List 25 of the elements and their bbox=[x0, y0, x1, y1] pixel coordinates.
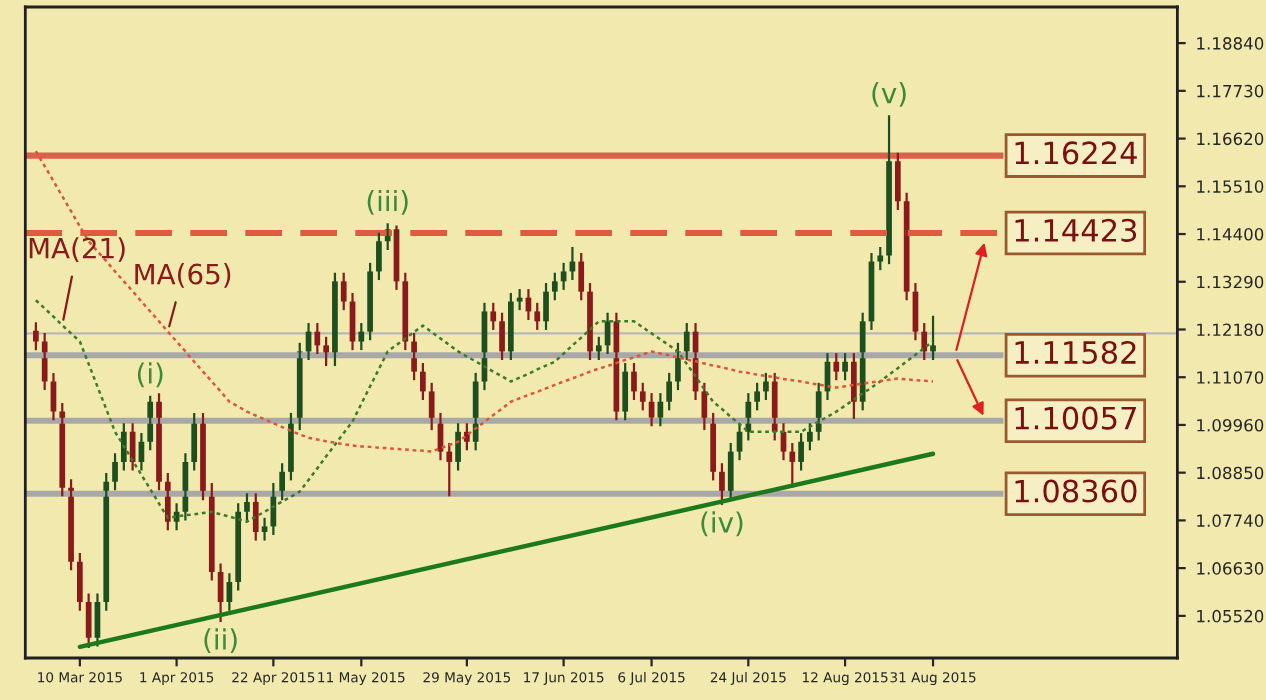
y-tick-label: 1.07740 bbox=[1197, 514, 1264, 527]
y-tick-label: 1.14400 bbox=[1197, 228, 1264, 241]
annotation: (v) bbox=[872, 82, 906, 107]
y-tick-label: 1.15510 bbox=[1197, 180, 1264, 193]
y-tick-label: 1.12180 bbox=[1197, 323, 1264, 337]
y-tick-label: 1.16620 bbox=[1197, 132, 1264, 146]
y-tick-label: 1.06630 bbox=[1197, 562, 1264, 575]
ref-line-label: 1.16224 bbox=[1015, 141, 1137, 165]
y-tick-label: 1.05520 bbox=[1197, 609, 1264, 623]
y-tick-label: 1.13290 bbox=[1197, 275, 1264, 289]
ref-line-label: 1.10057 bbox=[1015, 406, 1136, 430]
ref-line-label: 1.08360 bbox=[1015, 479, 1137, 503]
annotation: (ii) bbox=[204, 628, 237, 654]
y-tick-label: 1.08850 bbox=[1197, 466, 1264, 480]
series-label: MA(65) bbox=[135, 263, 231, 288]
ref-line-label: 1.11582 bbox=[1015, 340, 1136, 365]
series-label: MA(21) bbox=[29, 237, 125, 263]
y-tick-label: 1.11070 bbox=[1197, 371, 1264, 384]
y-tick-label: 1.09960 bbox=[1197, 418, 1264, 432]
annotation: (iii) bbox=[367, 189, 408, 215]
annotation: (iv) bbox=[701, 511, 743, 537]
annotation: (i) bbox=[137, 362, 163, 388]
y-tick-label: 1.18840 bbox=[1197, 37, 1264, 50]
y-tick-label: 1.17730 bbox=[1197, 84, 1264, 98]
ref-line-label: 1.14423 bbox=[1015, 218, 1137, 242]
